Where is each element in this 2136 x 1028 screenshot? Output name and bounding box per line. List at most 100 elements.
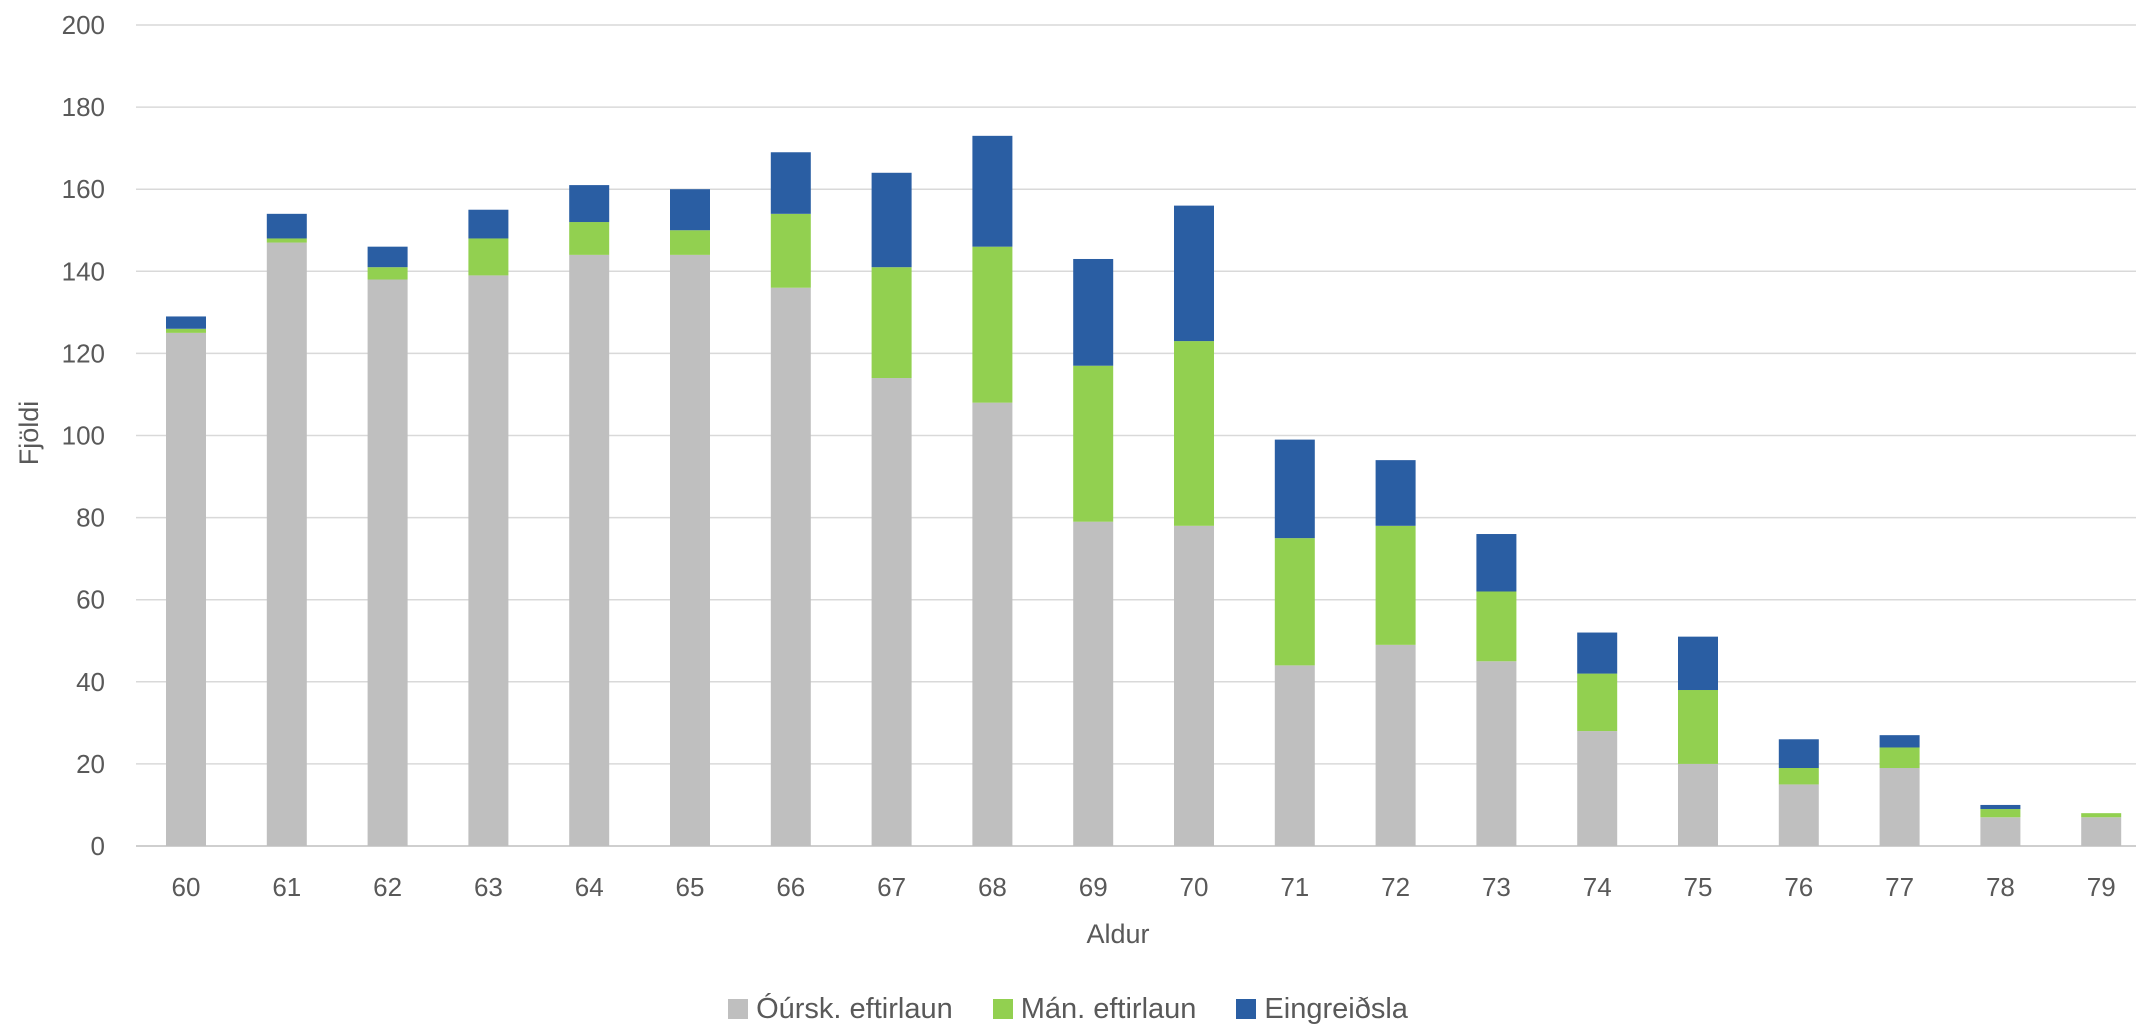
bar-segment-69-series-2 bbox=[1073, 258, 1114, 366]
bar-segment-73-series-0 bbox=[1476, 661, 1517, 846]
y-tick-label: 0 bbox=[91, 831, 105, 861]
y-tick-label: 60 bbox=[76, 585, 105, 615]
bar-segment-66-series-0 bbox=[770, 287, 811, 847]
bar-segment-76-series-1 bbox=[1778, 768, 1819, 785]
x-tick-label: 61 bbox=[272, 872, 301, 902]
legend-swatch bbox=[1236, 999, 1257, 1019]
bar-segment-70-series-0 bbox=[1174, 525, 1214, 846]
y-tick-label: 140 bbox=[62, 256, 105, 286]
bar-segment-64-series-2 bbox=[569, 185, 610, 223]
bar-segment-63-series-2 bbox=[468, 209, 509, 239]
y-tick-label: 160 bbox=[62, 174, 105, 204]
bar-segment-67-series-2 bbox=[871, 172, 912, 268]
bar-segment-72-series-2 bbox=[1375, 460, 1416, 526]
bar-segment-72-series-0 bbox=[1375, 644, 1416, 846]
x-tick-label: 60 bbox=[172, 872, 201, 902]
x-tick-label: 72 bbox=[1381, 872, 1410, 902]
x-tick-label: 66 bbox=[776, 872, 805, 902]
legend-label: Óúrsk. eftirlaun bbox=[756, 992, 953, 1025]
bar-segment-61-series-2 bbox=[266, 213, 307, 239]
legend-item: Eingreiðsla bbox=[1236, 992, 1408, 1026]
bar-segment-63-series-0 bbox=[468, 275, 509, 846]
x-tick-label: 79 bbox=[2087, 872, 2116, 902]
y-tick-label: 40 bbox=[76, 667, 105, 697]
bar-segment-69-series-1 bbox=[1073, 365, 1114, 522]
x-tick-label: 62 bbox=[373, 872, 402, 902]
y-tick-label: 180 bbox=[62, 92, 105, 122]
bar-segment-77-series-0 bbox=[1879, 768, 1920, 846]
bar-segment-68-series-2 bbox=[972, 135, 1013, 247]
bar-segment-78-series-1 bbox=[1980, 809, 2021, 818]
bar-segment-68-series-1 bbox=[972, 246, 1013, 403]
legend-swatch bbox=[728, 999, 749, 1019]
legend: Óúrsk. eftirlaun Mán. eftirlaun Eingreiðsl… bbox=[0, 990, 2136, 1028]
bar-segment-69-series-0 bbox=[1073, 521, 1114, 846]
bar-segment-70-series-1 bbox=[1174, 341, 1214, 526]
bar-segment-60-series-0 bbox=[166, 332, 206, 846]
bar-segment-66-series-2 bbox=[770, 152, 811, 214]
legend-swatch bbox=[992, 999, 1013, 1019]
stacked-bar-chart: 0 20 40 60 80 100 120 140 160 180 200 60 61 62 63 64 65… bbox=[14, 10, 2136, 949]
legend-label: Mán. eftirlaun bbox=[1020, 992, 1197, 1025]
bar-segment-71-series-1 bbox=[1274, 538, 1315, 666]
bar-segment-75-series-2 bbox=[1678, 636, 1718, 691]
bar-segment-74-series-1 bbox=[1577, 673, 1618, 732]
x-tick-label: 73 bbox=[1482, 872, 1511, 902]
gridlines bbox=[136, 24, 2136, 847]
y-tick-label: 100 bbox=[62, 421, 105, 451]
bar-segment-74-series-2 bbox=[1577, 632, 1618, 674]
x-axis-title: Aldur bbox=[1086, 919, 1149, 949]
bar-segment-70-series-2 bbox=[1174, 205, 1214, 342]
x-tick-label: 63 bbox=[474, 872, 503, 902]
bar-segment-79-series-1 bbox=[2081, 813, 2122, 818]
x-tick-label: 70 bbox=[1180, 872, 1209, 902]
legend-label: Eingreiðsla bbox=[1264, 992, 1408, 1025]
bar-segment-73-series-2 bbox=[1476, 534, 1517, 592]
bar-segment-61-series-1 bbox=[266, 238, 307, 243]
legend-item: Óúrsk. eftirlaun bbox=[728, 993, 953, 1026]
bar-segment-64-series-1 bbox=[569, 222, 610, 255]
bar-segment-65-series-1 bbox=[670, 230, 710, 255]
legend-item: Mán. eftirlaun bbox=[992, 992, 1197, 1026]
bar-segment-68-series-0 bbox=[972, 402, 1013, 846]
x-tick-label: 75 bbox=[1684, 872, 1713, 902]
bar-segment-71-series-2 bbox=[1274, 439, 1315, 539]
bar-segment-74-series-0 bbox=[1577, 731, 1618, 846]
x-tick-label: 71 bbox=[1280, 872, 1309, 902]
x-tick-label: 69 bbox=[1079, 872, 1108, 902]
bar-segment-65-series-0 bbox=[670, 254, 710, 846]
x-tick-label: 78 bbox=[1986, 872, 2015, 902]
x-tick-label: 74 bbox=[1583, 872, 1612, 902]
bar-segment-77-series-1 bbox=[1879, 747, 1920, 769]
bars bbox=[166, 135, 2122, 847]
bar-segment-76-series-0 bbox=[1778, 784, 1819, 846]
bar-segment-73-series-1 bbox=[1476, 591, 1517, 662]
y-axis-ticks: 0 20 40 60 80 100 120 140 160 180 200 bbox=[62, 10, 105, 861]
bar-segment-63-series-1 bbox=[468, 238, 509, 276]
bar-segment-61-series-0 bbox=[266, 242, 307, 846]
bar-segment-62-series-1 bbox=[367, 267, 408, 280]
y-tick-label: 20 bbox=[76, 749, 105, 779]
bar-segment-62-series-2 bbox=[367, 246, 408, 268]
bar-segment-78-series-2 bbox=[1980, 804, 2021, 810]
x-tick-label: 65 bbox=[676, 872, 705, 902]
x-tick-label: 68 bbox=[978, 872, 1007, 902]
bar-segment-62-series-0 bbox=[367, 279, 408, 846]
bar-segment-78-series-0 bbox=[1980, 817, 2021, 846]
x-tick-label: 64 bbox=[575, 872, 604, 902]
bar-segment-60-series-2 bbox=[166, 316, 206, 329]
bar-segment-75-series-1 bbox=[1678, 690, 1718, 764]
y-tick-label: 120 bbox=[62, 338, 105, 368]
x-tick-label: 77 bbox=[1885, 872, 1914, 902]
bar-segment-75-series-0 bbox=[1678, 763, 1718, 846]
bar-segment-67-series-1 bbox=[871, 267, 912, 379]
bar-segment-65-series-2 bbox=[670, 189, 710, 231]
bar-segment-71-series-0 bbox=[1274, 665, 1315, 846]
x-tick-label: 76 bbox=[1784, 872, 1813, 902]
y-tick-label: 200 bbox=[62, 10, 105, 40]
bar-segment-72-series-1 bbox=[1375, 525, 1416, 645]
x-axis-ticks: 60 61 62 63 64 65 66 67 68 69 70 71 72 73 74 75 76 77 78 79 bbox=[172, 872, 2116, 902]
y-axis-title: Fjöldi bbox=[14, 401, 44, 466]
bar-segment-67-series-0 bbox=[871, 378, 912, 846]
bar-segment-60-series-1 bbox=[166, 328, 206, 333]
